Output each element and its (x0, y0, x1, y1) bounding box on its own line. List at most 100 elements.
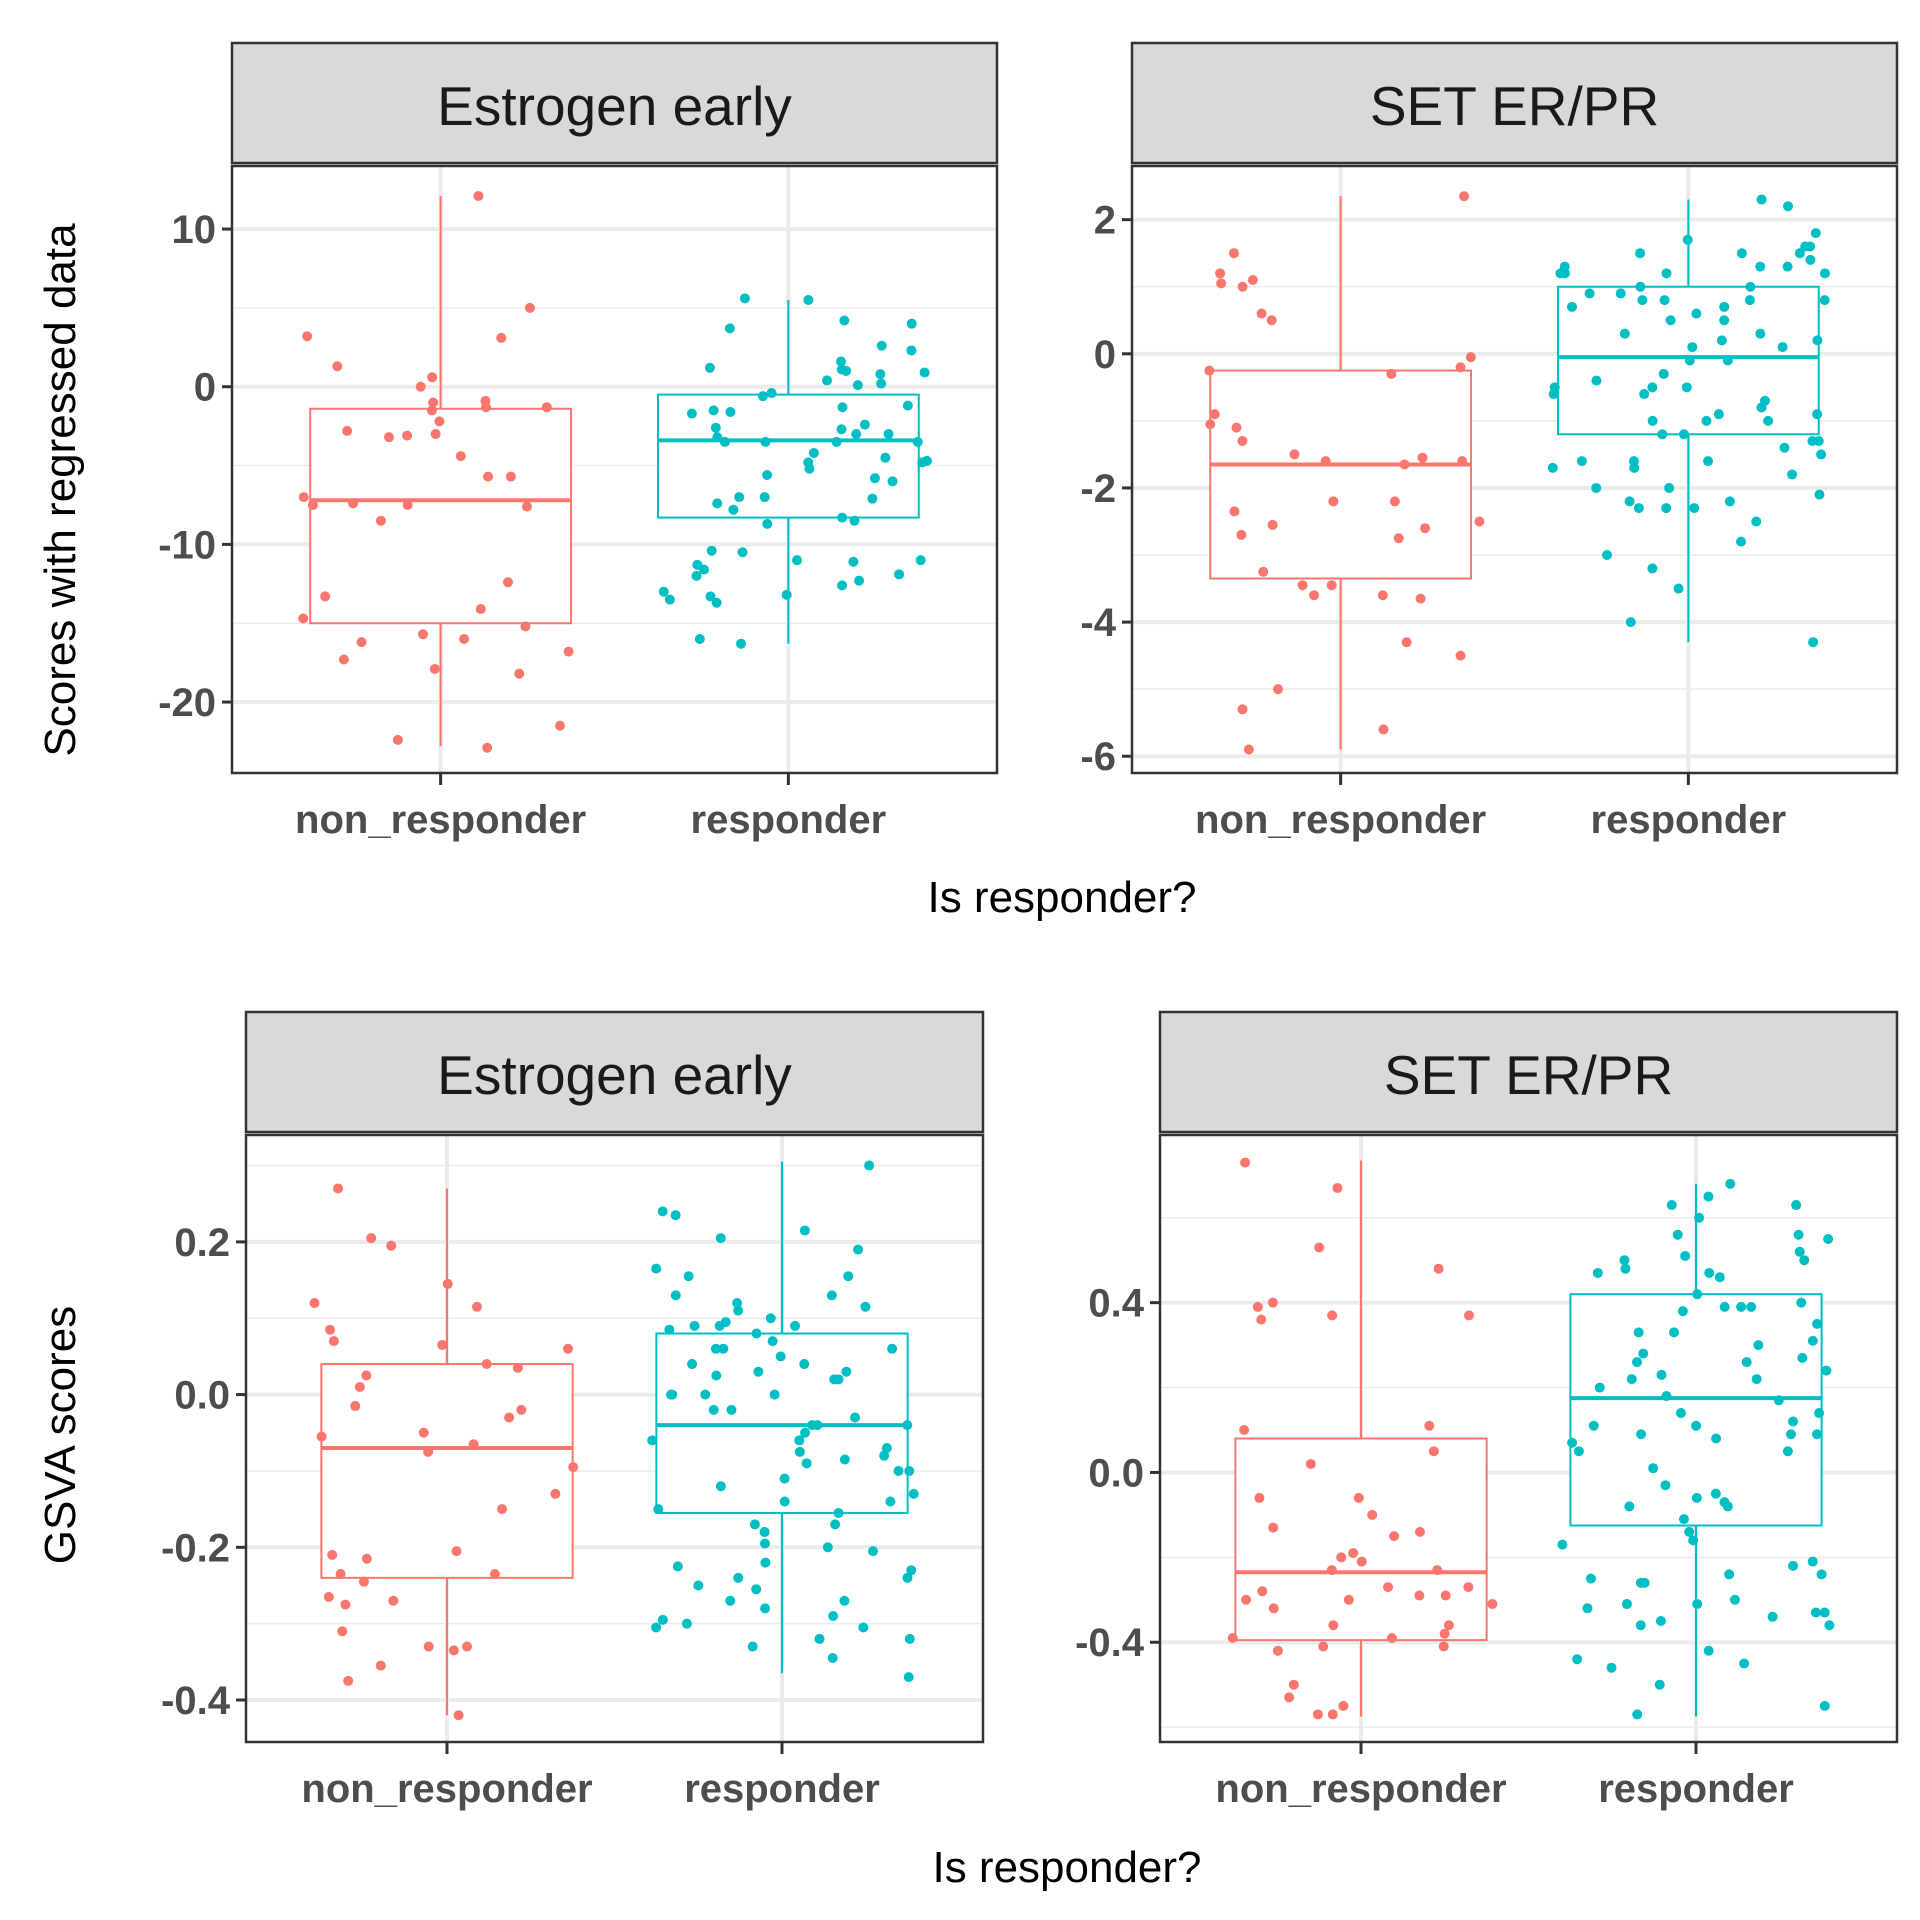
data-point-responder (765, 1313, 776, 1324)
data-point-responder (1812, 1318, 1823, 1329)
data-point-non_responder (541, 402, 552, 413)
data-point-responder (1661, 1391, 1672, 1402)
data-point-responder (1606, 1662, 1617, 1673)
data-point-non_responder (1215, 268, 1226, 279)
data-point-responder (902, 1572, 913, 1583)
data-point-non_responder (384, 432, 395, 443)
points (1204, 191, 1830, 755)
data-point-responder (775, 1351, 786, 1362)
data-point-responder (1782, 1446, 1793, 1457)
box-non_responder (1209, 369, 1473, 580)
panel-top-right: SET ER/PR 2 0 -2 -4 -6 non_responder responder (1080, 41, 1899, 842)
data-point-responder (733, 1305, 744, 1316)
data-point-responder (734, 492, 745, 503)
data-point-responder (739, 293, 750, 304)
facet-strip-label: Estrogen early (437, 75, 792, 137)
box-responder (1569, 1293, 1823, 1527)
data-point-responder (1719, 1301, 1730, 1312)
box-responder (656, 393, 920, 519)
data-point-responder (715, 1233, 726, 1244)
data-point-responder (1567, 301, 1578, 312)
data-point-responder (1823, 1233, 1834, 1244)
data-point-non_responder (325, 1324, 336, 1335)
data-point-non_responder (1288, 1679, 1299, 1690)
data-point-non_responder (1267, 1297, 1278, 1308)
data-point-responder (1584, 288, 1595, 299)
data-point-non_responder (340, 1599, 351, 1610)
data-point-non_responder (332, 361, 343, 372)
data-point-responder (880, 452, 891, 463)
data-point-non_responder (1237, 435, 1248, 446)
data-point-responder (1668, 1327, 1679, 1338)
data-point-non_responder (375, 1660, 386, 1671)
data-point-responder (827, 1653, 838, 1664)
data-point-responder (1601, 550, 1612, 561)
data-point-responder (733, 1572, 744, 1583)
data-point-responder (1549, 382, 1560, 393)
data-point-responder (1684, 1526, 1695, 1537)
data-point-responder (1694, 1212, 1705, 1223)
data-point-non_responder (298, 613, 309, 624)
data-point-responder (1745, 281, 1756, 292)
data-point-responder (651, 1622, 662, 1633)
data-point-non_responder (358, 1576, 369, 1587)
data-point-non_responder (1383, 1582, 1394, 1593)
data-point-non_responder (1231, 422, 1242, 433)
data-point-non_responder (504, 1412, 515, 1423)
data-point-non_responder (1356, 1556, 1367, 1567)
data-point-responder (1677, 1306, 1688, 1317)
data-point-non_responder (361, 1370, 372, 1381)
data-point-responder (779, 1496, 790, 1507)
data-point-responder (1794, 1246, 1805, 1257)
data-point-non_responder (1289, 449, 1300, 460)
data-point-non_responder (1237, 704, 1248, 715)
data-point-responder (664, 594, 675, 605)
data-point-responder (1638, 1348, 1649, 1359)
data-point-responder (1710, 1488, 1721, 1499)
panel-bottom-right: SET ER/PR 0.4 0.0 -0.4 non_responder respond… (1075, 1010, 1899, 1811)
data-point-responder (1812, 409, 1823, 420)
data-point-non_responder (350, 1401, 361, 1412)
data-point-non_responder (423, 1641, 434, 1652)
y-axis-title-bottom: GSVA scores (36, 1306, 85, 1564)
data-point-responder (1648, 1463, 1659, 1474)
data-point-responder (1759, 395, 1770, 406)
data-point-non_responder (481, 1359, 492, 1370)
data-point-responder (712, 432, 723, 443)
data-point-responder (1629, 462, 1640, 473)
data-point-non_responder (1227, 1633, 1238, 1644)
facet-strip (1130, 41, 1899, 165)
data-point-responder (841, 365, 852, 376)
data-point-responder (1729, 1594, 1740, 1605)
data-point-responder (1722, 1501, 1733, 1512)
data-point-responder (1661, 503, 1672, 514)
data-point-non_responder (1332, 1183, 1343, 1194)
data-point-non_responder (1243, 744, 1254, 755)
data-point-responder (1664, 482, 1675, 493)
x-tick-label: responder (1591, 798, 1787, 842)
data-point-responder (751, 1584, 762, 1595)
data-point-responder (1713, 409, 1724, 420)
data-point-non_responder (423, 1446, 434, 1457)
data-point-responder (1782, 261, 1793, 272)
data-point-responder (835, 356, 846, 367)
data-point-responder (1624, 496, 1635, 507)
data-point-non_responder (1254, 1492, 1265, 1503)
data-point-non_responder (1266, 315, 1277, 326)
data-point-responder (1814, 489, 1825, 500)
data-point-responder (706, 545, 717, 556)
data-point-non_responder (1414, 1590, 1425, 1601)
data-point-responder (1632, 1357, 1643, 1368)
data-point-responder (881, 1443, 892, 1454)
data-point-responder (1636, 1429, 1647, 1440)
data-point-responder (1788, 1560, 1799, 1571)
data-point-responder (1788, 1416, 1799, 1427)
data-point-responder (1799, 1255, 1810, 1266)
data-point-responder (1751, 1374, 1762, 1385)
data-point-responder (712, 498, 723, 509)
boxes (1209, 196, 1820, 750)
data-point-responder (714, 1320, 725, 1331)
data-point-responder (904, 1465, 915, 1476)
data-point-responder (859, 419, 870, 430)
data-point-responder (704, 362, 715, 373)
